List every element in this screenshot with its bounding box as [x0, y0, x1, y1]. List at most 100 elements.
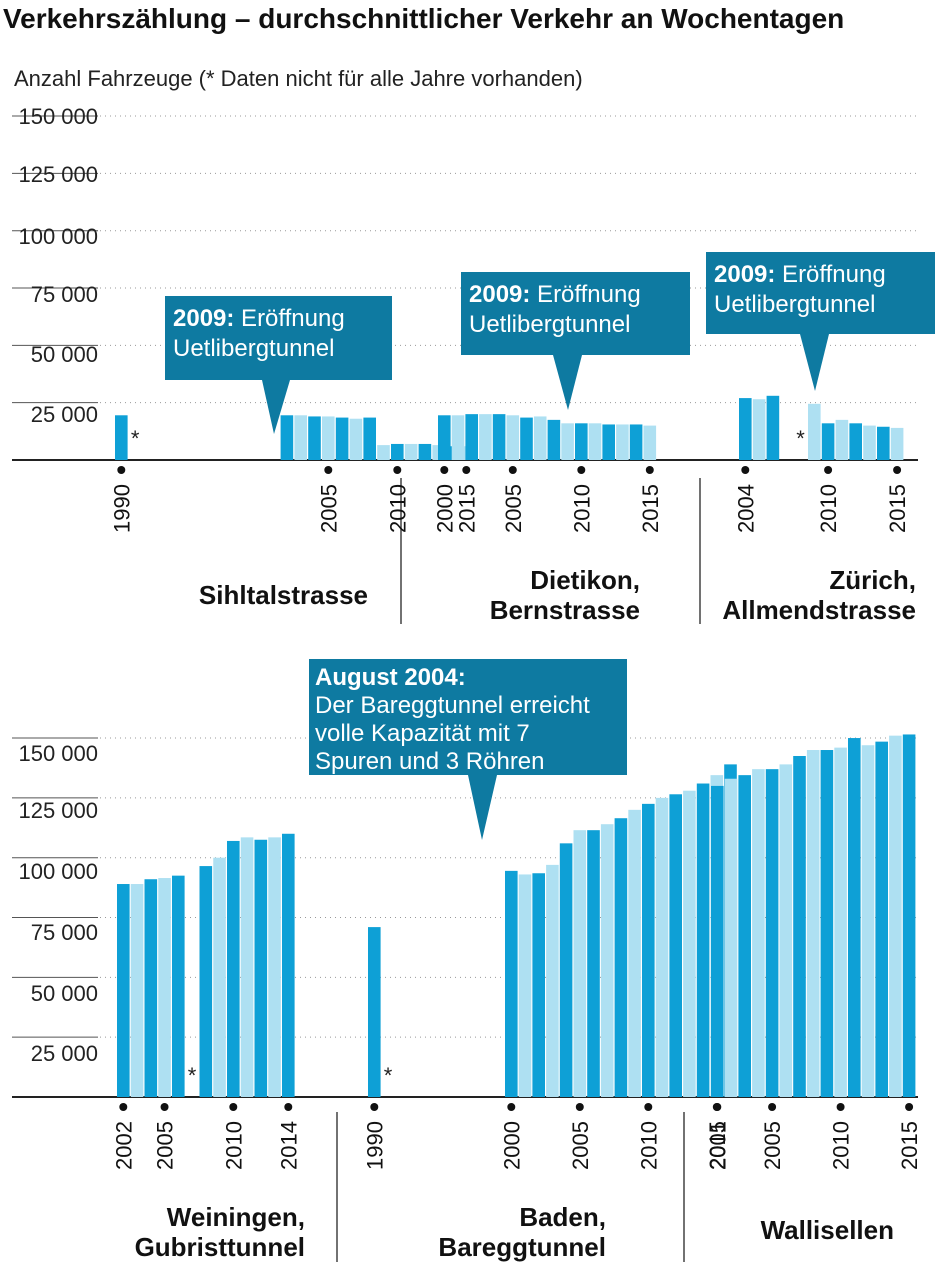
- x-tick-label: 2014: [276, 1121, 301, 1170]
- bar-2013: [616, 424, 629, 460]
- missing-data-marker: *: [131, 426, 140, 451]
- bar-2005: [506, 415, 520, 460]
- annotation-callout: 2009: Eröffnung Uetlibergtunnel: [165, 296, 392, 434]
- panel-5: 2001 2005 2010 2015 Wallisellen: [705, 734, 922, 1245]
- bar-2003: [130, 884, 144, 1097]
- year-dot: [229, 1103, 238, 1111]
- annotation-line: Spuren und 3 Röhren: [315, 748, 545, 775]
- x-tick-label: 2015: [705, 1121, 730, 1170]
- x-tick-label: 2010: [569, 484, 594, 533]
- bar-2004: [752, 769, 765, 1097]
- annotation-bold: 2009:: [714, 261, 775, 288]
- bar-2006: [766, 395, 780, 460]
- panel-label-line: Gubristtunnel: [135, 1232, 305, 1262]
- bar-2011: [240, 837, 254, 1097]
- bar-2009: [628, 809, 641, 1097]
- bar-2007: [533, 416, 547, 460]
- bar-2012: [669, 794, 682, 1097]
- bar-2014: [889, 735, 902, 1097]
- bar-2003: [479, 414, 492, 460]
- y-tick-label: 25 000: [31, 402, 98, 427]
- annotation-line: Der Bareggtunnel erreicht: [315, 692, 590, 719]
- bar-2009: [377, 445, 390, 460]
- annotation-line: Eröffnung: [530, 281, 640, 308]
- bar-2010: [391, 443, 404, 460]
- x-tick-label: 2000: [432, 484, 457, 533]
- bar-1990: [368, 927, 381, 1097]
- year-dot: [645, 466, 654, 474]
- missing-data-marker: *: [384, 1063, 393, 1088]
- bar-2014: [282, 833, 295, 1097]
- annotation-line: Eröffnung: [234, 305, 344, 332]
- x-tick-label: 2005: [316, 484, 341, 533]
- bar-2008: [547, 419, 561, 460]
- bar-2013: [683, 790, 696, 1097]
- row-1-axis: 150 000 125 000 100 000 75 000 50 000 25 000: [12, 737, 918, 1098]
- x-tick-label: 2005: [501, 484, 526, 533]
- bar-2009: [808, 403, 821, 460]
- x-tick-label: 2010: [385, 484, 410, 533]
- x-tick-label: 2015: [897, 1121, 922, 1170]
- bar-2013: [268, 837, 281, 1097]
- y-tick-label: 100 000: [18, 224, 98, 249]
- bar-2005: [573, 830, 587, 1097]
- annotation-text: 2009: Eröffnung: [714, 261, 886, 288]
- bar-2000: [438, 415, 451, 460]
- bar-2004: [308, 416, 321, 460]
- bar-2008: [363, 417, 376, 460]
- x-tick-label: 2002: [111, 1121, 136, 1170]
- annotation-text: 2009: Eröffnung: [469, 281, 641, 308]
- annotation-line: volle Kapazität mit 7: [315, 720, 530, 747]
- bar-2003: [294, 415, 307, 460]
- annotation-bold: 2009:: [469, 281, 530, 308]
- annotation-line: Uetlibergtunnel: [173, 335, 334, 362]
- annotation-pointer: [800, 334, 829, 391]
- bar-2015: [643, 425, 657, 460]
- bar-2006: [172, 875, 185, 1097]
- year-dot: [893, 466, 902, 474]
- x-tick-label: 2004: [733, 484, 758, 533]
- bar-2003: [738, 775, 751, 1097]
- x-tick-label: 2010: [829, 1121, 854, 1170]
- bar-2006: [520, 417, 533, 460]
- annotation-box: [461, 272, 690, 355]
- bar-2012: [861, 745, 875, 1097]
- bar-2002: [280, 415, 294, 460]
- bar-2008: [199, 866, 213, 1097]
- bar-2014: [629, 424, 643, 460]
- bar-2011: [835, 419, 849, 460]
- bar-2005: [158, 878, 171, 1097]
- panel-label-line: Weiningen,: [167, 1202, 305, 1232]
- panel-3: * 2002 2005 2010 2014 Weiningen,Gubristtunnel: [111, 833, 305, 1262]
- year-dot: [462, 466, 471, 474]
- bar-2008: [806, 750, 820, 1097]
- annotation-text: 2009: Eröffnung: [173, 305, 345, 332]
- x-tick-label: 2000: [499, 1121, 524, 1170]
- missing-data-marker: *: [796, 426, 805, 451]
- bar-2009: [213, 857, 226, 1097]
- bar-2004: [739, 398, 752, 460]
- bar-2006: [335, 417, 349, 460]
- bar-2005: [322, 416, 335, 460]
- bar-2010: [642, 803, 655, 1097]
- year-dot: [577, 466, 586, 474]
- bar-2012: [602, 424, 615, 460]
- bar-2015: [890, 427, 904, 460]
- y-tick-label: 25 000: [31, 1041, 98, 1066]
- x-tick-label: 2005: [153, 1121, 178, 1170]
- panel-label-line: Bernstrasse: [490, 595, 640, 625]
- chart-title: Verkehrszählung – durchschnittlicher Ver…: [3, 3, 844, 34]
- x-tick-label: 2005: [760, 1121, 785, 1170]
- bar-2002: [532, 873, 545, 1097]
- bar-2010: [575, 423, 588, 460]
- bar-2003: [546, 864, 559, 1097]
- year-dot: [284, 1103, 293, 1111]
- year-dot: [508, 466, 517, 474]
- y-tick-label: 100 000: [18, 859, 98, 884]
- bar-2009: [561, 423, 574, 460]
- panel-label-line: Zürich,: [829, 565, 916, 595]
- annotation-box: [706, 252, 935, 334]
- year-dot: [741, 466, 750, 474]
- panel-0: * 1990 2005 2010 2015 Sihltalstrasse 2009: Erö…: [109, 296, 479, 610]
